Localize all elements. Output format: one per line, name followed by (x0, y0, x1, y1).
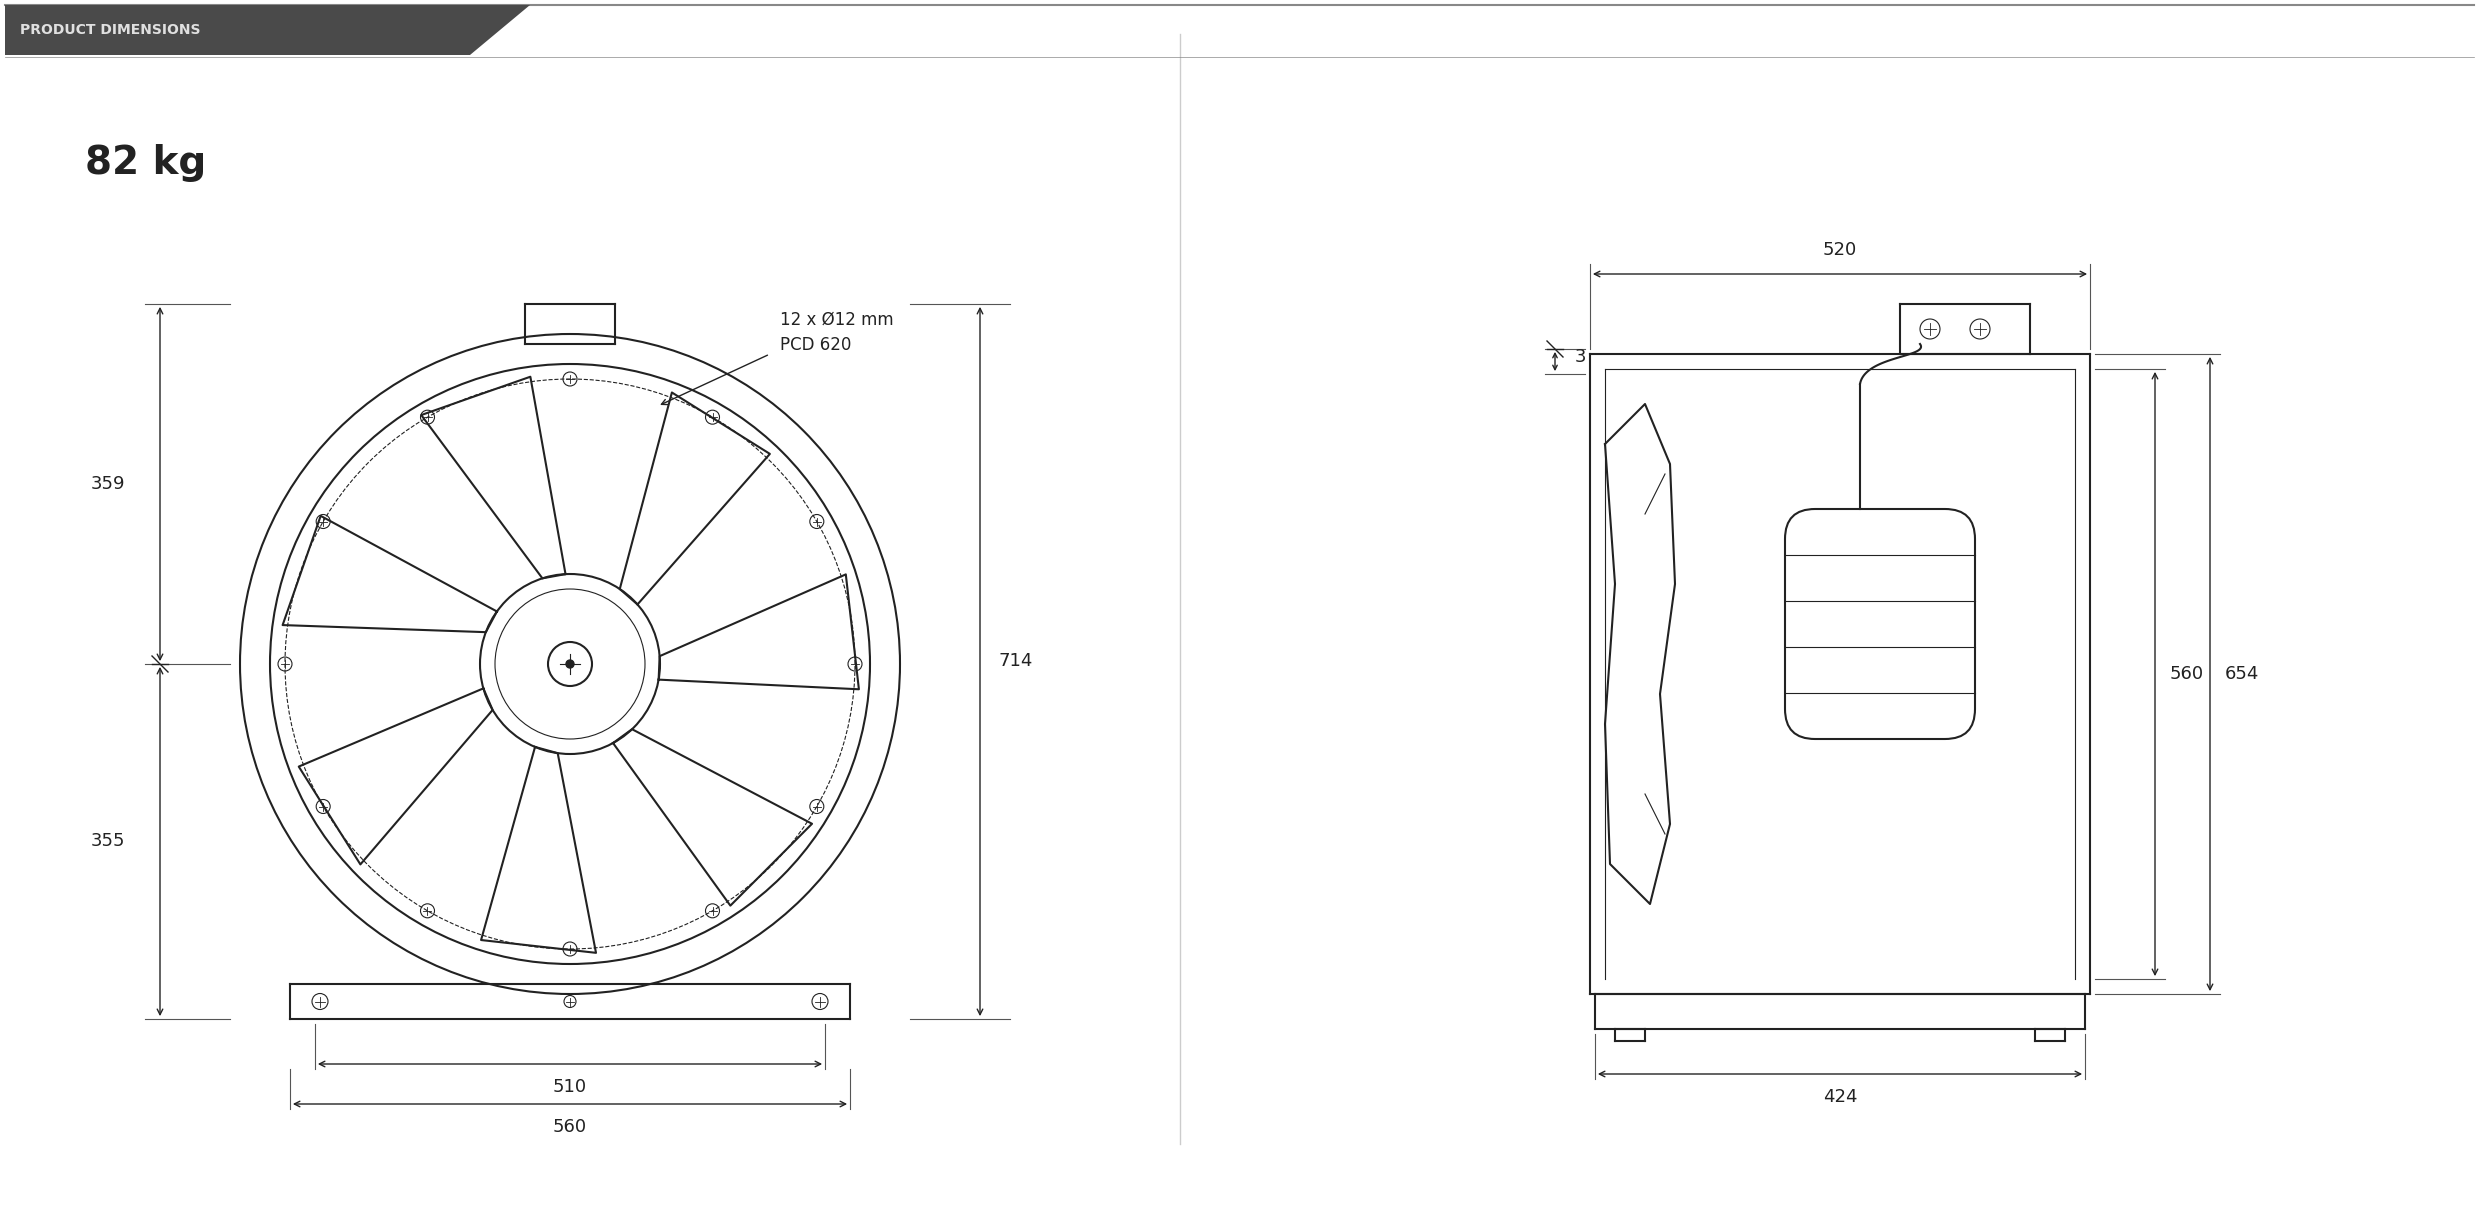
Text: 359: 359 (92, 475, 124, 493)
Text: 560: 560 (553, 1118, 588, 1136)
Text: PRODUCT DIMENSIONS: PRODUCT DIMENSIONS (20, 23, 201, 36)
Text: PCD 620: PCD 620 (781, 336, 850, 354)
Text: 424: 424 (1822, 1088, 1857, 1106)
Text: 355: 355 (92, 833, 124, 851)
Text: 654: 654 (2226, 665, 2258, 683)
Text: 510: 510 (553, 1078, 588, 1096)
Text: 3: 3 (1574, 347, 1587, 365)
Polygon shape (5, 5, 531, 55)
Text: 714: 714 (999, 652, 1031, 670)
Text: 12 x Ø12 mm: 12 x Ø12 mm (781, 311, 892, 329)
Text: 82 kg: 82 kg (84, 144, 206, 182)
Circle shape (565, 660, 575, 668)
Text: 560: 560 (2169, 665, 2204, 683)
Text: 520: 520 (1822, 242, 1857, 259)
